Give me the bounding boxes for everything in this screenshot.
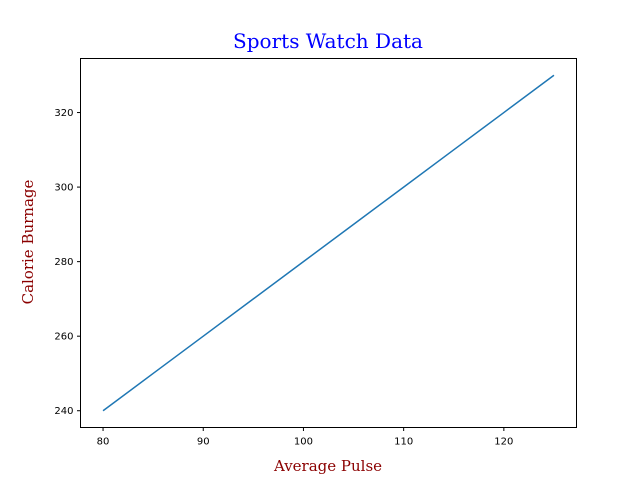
y-tick-label: 280: [54, 257, 73, 268]
y-axis-label: Calorie Burnage: [19, 179, 37, 304]
y-tick-label: 260: [54, 332, 73, 343]
x-tick-label: 80: [97, 437, 110, 448]
x-tick-label: 90: [197, 437, 210, 448]
plot-frame: [80, 58, 577, 428]
y-tick-label: 320: [54, 108, 73, 119]
x-tick-label: 100: [294, 437, 313, 448]
x-axis-label: Average Pulse: [273, 457, 382, 475]
y-tick-label: 240: [54, 406, 73, 417]
x-tick-label: 120: [494, 437, 513, 448]
y-tick-label: 300: [54, 183, 73, 194]
series-line: [102, 74, 555, 412]
x-tick-label: 110: [394, 437, 413, 448]
chart-title: Sports Watch Data: [233, 29, 423, 53]
